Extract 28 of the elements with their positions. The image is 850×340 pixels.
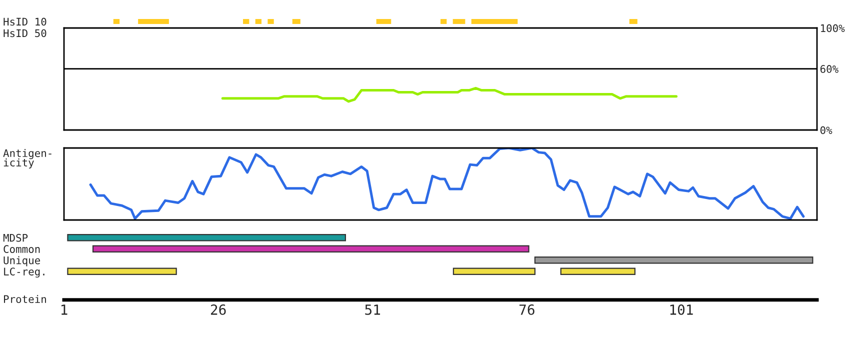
y-tick-label: HsID 10 [4,18,46,26]
bar [242,19,250,24]
y-axis-title: Antigen- icity [3,149,52,168]
y-tick-label: LC-reg. [4,268,44,278]
bar [255,19,262,24]
y-axis-title: HsID 50 [4,29,46,38]
bar [113,19,120,24]
y-tick-label: 100% [821,24,845,32]
x-tick-label: 26 [210,304,226,315]
bar [138,19,169,24]
x-tick-label: 1 [61,304,68,315]
y-tick-label: Unique [4,256,40,266]
bar [629,19,638,24]
x-tick-label: 101 [670,304,693,315]
y-tick-label: 0% [820,126,832,134]
x-tick-label: 76 [519,304,534,315]
x-tick-label: 51 [365,304,380,315]
bar [471,19,518,24]
line-series [221,86,678,103]
y-tick-label: Common [4,245,40,254]
x-axis-title: Protein [4,294,46,304]
bar [268,19,274,24]
bar [376,19,392,24]
bar [452,19,466,24]
bar [292,19,300,24]
y-tick-label: 60% [820,65,838,73]
y-tick-label: MDSP [3,234,28,242]
bar [440,19,447,24]
